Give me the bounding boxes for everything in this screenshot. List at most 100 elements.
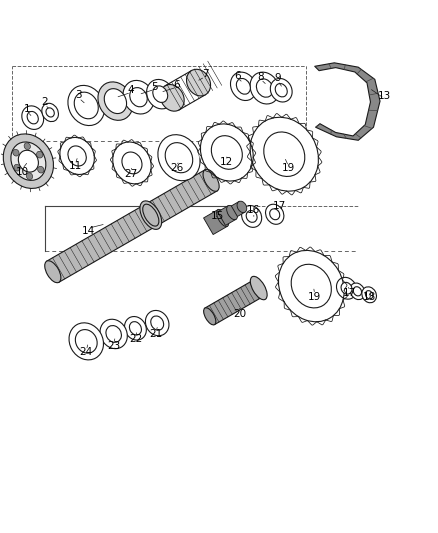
Text: 9: 9 <box>275 73 281 83</box>
Polygon shape <box>47 170 217 282</box>
Ellipse shape <box>45 261 61 282</box>
Ellipse shape <box>3 134 53 189</box>
Ellipse shape <box>98 82 133 120</box>
Ellipse shape <box>237 78 251 94</box>
Ellipse shape <box>145 310 169 336</box>
Polygon shape <box>204 209 227 235</box>
Text: 3: 3 <box>75 91 82 100</box>
Ellipse shape <box>124 317 146 340</box>
Ellipse shape <box>265 204 284 224</box>
Ellipse shape <box>362 287 377 303</box>
Ellipse shape <box>256 79 273 97</box>
Ellipse shape <box>250 72 279 104</box>
Ellipse shape <box>104 88 127 114</box>
Ellipse shape <box>36 151 43 158</box>
Ellipse shape <box>353 287 361 296</box>
Text: 19: 19 <box>282 163 295 173</box>
Ellipse shape <box>151 316 164 330</box>
Ellipse shape <box>246 211 257 222</box>
Ellipse shape <box>42 103 58 122</box>
Ellipse shape <box>251 276 267 300</box>
Text: 4: 4 <box>128 85 134 95</box>
Ellipse shape <box>165 143 193 173</box>
Polygon shape <box>315 63 380 140</box>
Ellipse shape <box>129 321 141 335</box>
Polygon shape <box>218 206 236 225</box>
Ellipse shape <box>212 136 242 169</box>
Ellipse shape <box>160 85 184 111</box>
Ellipse shape <box>153 86 168 102</box>
Text: 1: 1 <box>24 104 31 114</box>
Text: 26: 26 <box>170 163 184 173</box>
Ellipse shape <box>264 132 305 176</box>
Text: 7: 7 <box>202 69 208 79</box>
Text: 27: 27 <box>124 169 138 179</box>
Text: 19: 19 <box>308 292 321 302</box>
Ellipse shape <box>13 149 19 156</box>
Text: 2: 2 <box>42 97 48 107</box>
Ellipse shape <box>242 206 261 228</box>
Ellipse shape <box>38 166 44 173</box>
Ellipse shape <box>270 78 292 102</box>
Ellipse shape <box>336 277 357 299</box>
Text: 18: 18 <box>363 292 376 302</box>
Text: 11: 11 <box>69 161 82 172</box>
Ellipse shape <box>18 150 39 172</box>
Ellipse shape <box>350 283 365 300</box>
Text: 6: 6 <box>173 79 180 90</box>
Ellipse shape <box>147 79 174 109</box>
Text: 14: 14 <box>82 226 95 236</box>
Ellipse shape <box>46 108 54 117</box>
Ellipse shape <box>198 122 255 183</box>
Ellipse shape <box>158 135 200 181</box>
Text: 17: 17 <box>343 288 356 297</box>
Text: 13: 13 <box>378 91 391 101</box>
Text: 16: 16 <box>247 205 261 215</box>
Ellipse shape <box>253 279 265 297</box>
Ellipse shape <box>69 323 103 360</box>
Ellipse shape <box>59 136 96 176</box>
Text: 5: 5 <box>151 82 158 92</box>
Text: 15: 15 <box>211 211 224 221</box>
Ellipse shape <box>187 69 211 96</box>
Ellipse shape <box>275 84 287 97</box>
Ellipse shape <box>27 111 38 124</box>
Ellipse shape <box>24 143 30 150</box>
Ellipse shape <box>122 152 142 174</box>
Ellipse shape <box>68 85 105 126</box>
Ellipse shape <box>123 80 154 114</box>
Polygon shape <box>205 280 264 325</box>
Ellipse shape <box>204 308 216 325</box>
Ellipse shape <box>106 326 121 342</box>
Ellipse shape <box>143 204 159 226</box>
Ellipse shape <box>227 205 237 220</box>
Text: 22: 22 <box>129 334 142 344</box>
Ellipse shape <box>365 290 373 299</box>
Ellipse shape <box>14 164 20 171</box>
Ellipse shape <box>230 72 256 101</box>
Ellipse shape <box>75 329 97 353</box>
Ellipse shape <box>68 146 86 166</box>
Text: 17: 17 <box>273 201 286 212</box>
Ellipse shape <box>11 142 46 180</box>
Ellipse shape <box>140 201 162 229</box>
Text: 21: 21 <box>149 328 162 338</box>
Ellipse shape <box>203 169 219 191</box>
Text: 24: 24 <box>80 347 93 357</box>
Ellipse shape <box>291 264 331 308</box>
Text: 12: 12 <box>220 157 233 167</box>
Ellipse shape <box>74 92 98 119</box>
Ellipse shape <box>270 209 280 220</box>
Text: 23: 23 <box>107 341 120 351</box>
Ellipse shape <box>130 87 147 107</box>
Ellipse shape <box>237 201 247 213</box>
Text: 8: 8 <box>258 72 264 82</box>
Ellipse shape <box>216 209 229 227</box>
Ellipse shape <box>100 319 127 349</box>
Ellipse shape <box>22 106 44 130</box>
Ellipse shape <box>276 247 347 325</box>
Polygon shape <box>231 201 245 216</box>
Ellipse shape <box>247 114 321 194</box>
Text: 6: 6 <box>234 71 241 81</box>
Ellipse shape <box>341 282 352 294</box>
